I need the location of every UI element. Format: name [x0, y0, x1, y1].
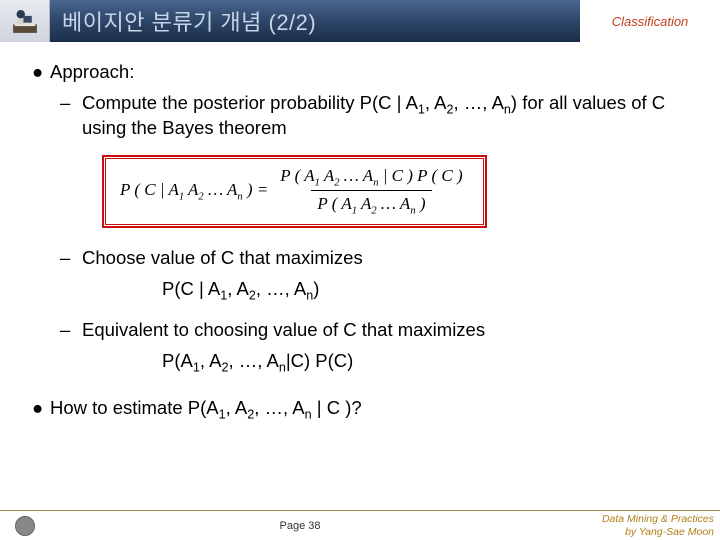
bullet-choose: – Choose value of C that maximizes	[60, 246, 688, 271]
slide-footer: Page 38 Data Mining & Practices by Yang-…	[0, 510, 720, 540]
slide-header: 베이지안 분류기 개념 (2/2) Classification	[0, 0, 720, 42]
bullet-estimate: ● How to estimate P(A1, A2, …, An | C )?	[32, 396, 688, 421]
bullet-text: Choose value of C that maximizes	[82, 246, 363, 271]
bullet-equivalent: – Equivalent to choosing value of C that…	[60, 318, 688, 343]
slide-title: 베이지안 분류기 개념 (2/2)	[62, 5, 316, 37]
credit-line-1: Data Mining & Practices	[550, 513, 714, 525]
bullet-dash: –	[60, 246, 82, 271]
fraction-denominator: P ( A1 A2 … An )	[311, 190, 431, 216]
bullet-dot: ●	[32, 60, 50, 85]
bullet-text: Compute the posterior probability P(C | …	[82, 91, 688, 141]
bullet-text: Equivalent to choosing value of C that m…	[82, 318, 485, 343]
bullet-approach: ● Approach:	[32, 60, 688, 85]
choose-formula: P(C | A1, A2, …, An)	[162, 277, 688, 302]
credit-line-2: by Yang-Sae Moon	[550, 526, 714, 538]
bullet-text: How to estimate P(A1, A2, …, An | C )?	[50, 396, 362, 421]
title-bar: 베이지안 분류기 개념 (2/2)	[50, 0, 580, 42]
bullet-dot: ●	[32, 396, 50, 421]
formula-box: P ( C | A1 A2 … An ) = P ( A1 A2 … An | …	[102, 155, 688, 228]
category-label: Classification	[612, 14, 689, 29]
bullet-dash: –	[60, 91, 82, 141]
formula-lhs: P ( C | A1 A2 … An ) =	[120, 179, 268, 202]
footer-credit: Data Mining & Practices by Yang-Sae Moon	[550, 513, 720, 537]
formula-border-inner: P ( C | A1 A2 … An ) = P ( A1 A2 … An | …	[105, 158, 484, 225]
footer-logo	[0, 516, 50, 536]
header-logo	[0, 0, 50, 42]
reader-icon	[8, 4, 42, 38]
university-seal-icon	[15, 516, 35, 536]
formula-fraction: P ( A1 A2 … An | C ) P ( C ) P ( A1 A2 ……	[274, 165, 468, 216]
bullet-dash: –	[60, 318, 82, 343]
formula-border-outer: P ( C | A1 A2 … An ) = P ( A1 A2 … An | …	[102, 155, 487, 228]
category-box: Classification	[580, 0, 720, 42]
slide-content: ● Approach: – Compute the posterior prob…	[0, 42, 720, 421]
fraction-numerator: P ( A1 A2 … An | C ) P ( C )	[274, 165, 468, 190]
bullet-compute: – Compute the posterior probability P(C …	[60, 91, 688, 141]
page-number: Page 38	[50, 520, 550, 532]
equivalent-formula: P(A1, A2, …, An|C) P(C)	[162, 349, 688, 374]
bullet-text: Approach:	[50, 60, 134, 85]
